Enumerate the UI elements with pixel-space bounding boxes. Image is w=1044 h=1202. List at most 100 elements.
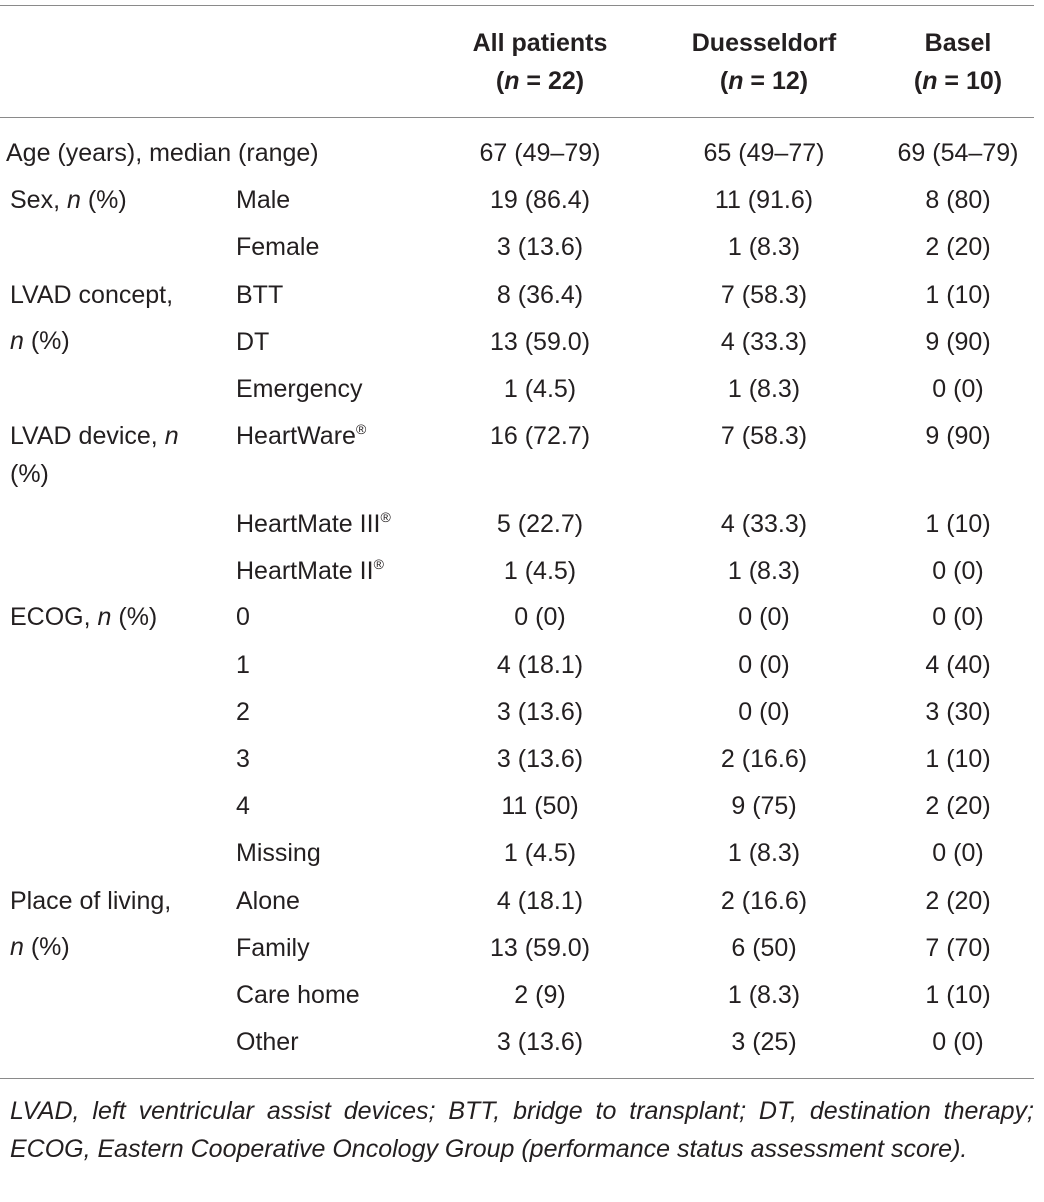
row-sublabel: 2 <box>236 698 250 726</box>
cell-all-patients: 3 (13.6) <box>496 1028 584 1056</box>
row-sublabel: 3 <box>236 745 250 773</box>
table-bottom-rule <box>0 1078 1034 1079</box>
table-row: HeartMate II® 1 (4.5) 1 (8.3) 0 (0) <box>0 554 1034 588</box>
table-row: 1 4 (18.1) 0 (0) 4 (40) <box>0 648 1034 682</box>
cell-all-patients: 8 (36.4) <box>496 281 584 309</box>
row-sublabel: 4 <box>236 792 250 820</box>
row-sublabel: 0 <box>236 603 250 631</box>
cell-duesseldorf: 9 (75) <box>731 792 797 820</box>
cell-basel: 1 (10) <box>925 510 991 538</box>
cell-basel: 1 (10) <box>925 281 991 309</box>
row-sublabel: Emergency <box>236 375 363 403</box>
cell-basel: 9 (90) <box>925 422 991 450</box>
table-row: DT 13 (59.0) 4 (33.3) 9 (90) <box>0 325 1034 359</box>
table-row: Missing 1 (4.5) 1 (8.3) 0 (0) <box>0 836 1034 870</box>
table-row: 4 11 (50) 9 (75) 2 (20) <box>0 789 1034 823</box>
cell-all-patients: 13 (59.0) <box>489 328 591 356</box>
cell-duesseldorf: 1 (8.3) <box>727 233 801 261</box>
cell-basel: 9 (90) <box>925 328 991 356</box>
cell-duesseldorf: 1 (8.3) <box>727 557 801 585</box>
cell-all-patients: 0 (0) <box>514 603 566 631</box>
table-header-rule <box>0 117 1034 118</box>
cell-basel: 1 (10) <box>925 981 991 1009</box>
cell-duesseldorf: 0 (0) <box>738 698 790 726</box>
header-basel-count: (n = 10) <box>913 67 1003 95</box>
header-basel-title: Basel <box>924 29 992 57</box>
cell-all-patients: 3 (13.6) <box>496 745 584 773</box>
cell-duesseldorf: 11 (91.6) <box>714 186 814 214</box>
cell-all-patients: 13 (59.0) <box>489 934 591 962</box>
cell-basel: 0 (0) <box>932 557 984 585</box>
group-label-place-of-living: Place of living, n (%) <box>10 887 172 961</box>
group-label-sex: Sex, n (%) <box>10 186 127 214</box>
row-sublabel: Family <box>236 934 310 962</box>
group-label-lvad-device: LVAD device, n (%) <box>10 422 179 488</box>
table-row: 0 0 (0) 0 (0) 0 (0) <box>0 600 1034 634</box>
table-top-rule <box>0 5 1034 6</box>
row-sublabel: BTT <box>236 281 284 309</box>
cell-all-patients: 4 (18.1) <box>496 887 584 915</box>
table-row: BTT 8 (36.4) 7 (58.3) 1 (10) <box>0 278 1034 312</box>
table-row: Male 19 (86.4) 11 (91.6) 8 (80) <box>0 183 1034 217</box>
row-label-age: Age (years), median (range) <box>6 139 319 167</box>
table-row: Female 3 (13.6) 1 (8.3) 2 (20) <box>0 230 1034 264</box>
header-all-patients-count: (n = 22) <box>495 67 585 95</box>
table-row-age: Age (years), median (range) 67 (49–79) 6… <box>0 136 1034 170</box>
table-footnote: LVAD, left ventricular assist devices; B… <box>10 1097 1034 1163</box>
cell-duesseldorf: 1 (8.3) <box>727 981 801 1009</box>
row-sublabel: 1 <box>236 651 250 679</box>
cell-all-patients: 1 (4.5) <box>503 839 577 867</box>
row-sublabel: HeartMate II® <box>236 556 384 585</box>
cell-duesseldorf: 7 (58.3) <box>720 281 808 309</box>
header-duesseldorf-title: Duesseldorf <box>691 29 837 57</box>
cell-duesseldorf: 4 (33.3) <box>720 510 808 538</box>
cell-duesseldorf: 6 (50) <box>731 934 797 962</box>
cell-all-patients: 11 (50) <box>501 792 579 820</box>
table-row: Family 13 (59.0) 6 (50) 7 (70) <box>0 931 1034 965</box>
cell-all-patients: 4 (18.1) <box>496 651 584 679</box>
cell-all-patients: 3 (13.6) <box>496 698 584 726</box>
cell-all-patients: 19 (86.4) <box>489 186 591 214</box>
cell-all-patients: 2 (9) <box>514 981 566 1009</box>
row-sublabel: DT <box>236 328 270 356</box>
table-row: 3 3 (13.6) 2 (16.6) 1 (10) <box>0 742 1034 776</box>
cell-basel: 2 (20) <box>925 233 991 261</box>
cell-basel: 2 (20) <box>925 792 991 820</box>
table-row: HeartWare® 16 (72.7) 7 (58.3) 9 (90) <box>0 419 1034 453</box>
cell-duesseldorf: 3 (25) <box>731 1028 797 1056</box>
cell-duesseldorf: 0 (0) <box>738 651 790 679</box>
table-row: Care home 2 (9) 1 (8.3) 1 (10) <box>0 978 1034 1012</box>
cell-duesseldorf: 2 (16.6) <box>720 887 808 915</box>
cell-all-patients: 1 (4.5) <box>503 557 577 585</box>
cell-basel: 3 (30) <box>925 698 991 726</box>
table-row: Other 3 (13.6) 3 (25) 0 (0) <box>0 1025 1034 1059</box>
cell-basel: 2 (20) <box>925 887 991 915</box>
group-label-lvad-concept: LVAD concept, n (%) <box>10 281 174 355</box>
cell-basel: 0 (0) <box>932 1028 984 1056</box>
cell-duesseldorf: 1 (8.3) <box>727 375 801 403</box>
cell-all-patients: 67 (49–79) <box>479 139 601 167</box>
header-all-patients: All patients (n = 22) <box>440 24 640 104</box>
table-row: HeartMate III® 5 (22.7) 4 (33.3) 1 (10) <box>0 507 1034 541</box>
cell-duesseldorf: 7 (58.3) <box>720 422 808 450</box>
row-sublabel: Male <box>236 186 291 214</box>
table-row: 2 3 (13.6) 0 (0) 3 (30) <box>0 695 1034 729</box>
row-sublabel: Missing <box>236 839 321 867</box>
header-basel: Basel (n = 10) <box>858 24 1044 104</box>
row-sublabel: Other <box>236 1028 299 1056</box>
cell-all-patients: 5 (22.7) <box>496 510 584 538</box>
cell-duesseldorf: 65 (49–77) <box>703 139 825 167</box>
cell-basel: 4 (40) <box>925 651 991 679</box>
header-all-patients-title: All patients <box>472 29 608 57</box>
cell-basel: 0 (0) <box>932 603 984 631</box>
cell-basel: 7 (70) <box>925 934 991 962</box>
row-sublabel: HeartMate III® <box>236 509 391 538</box>
table-row: Alone 4 (18.1) 2 (16.6) 2 (20) <box>0 884 1034 918</box>
cell-duesseldorf: 2 (16.6) <box>720 745 808 773</box>
row-sublabel: Female <box>236 233 320 261</box>
cell-duesseldorf: 0 (0) <box>738 603 790 631</box>
cell-all-patients: 16 (72.7) <box>489 422 591 450</box>
cell-basel: 0 (0) <box>932 375 984 403</box>
cell-duesseldorf: 1 (8.3) <box>727 839 801 867</box>
header-duesseldorf: Duesseldorf (n = 12) <box>664 24 864 104</box>
